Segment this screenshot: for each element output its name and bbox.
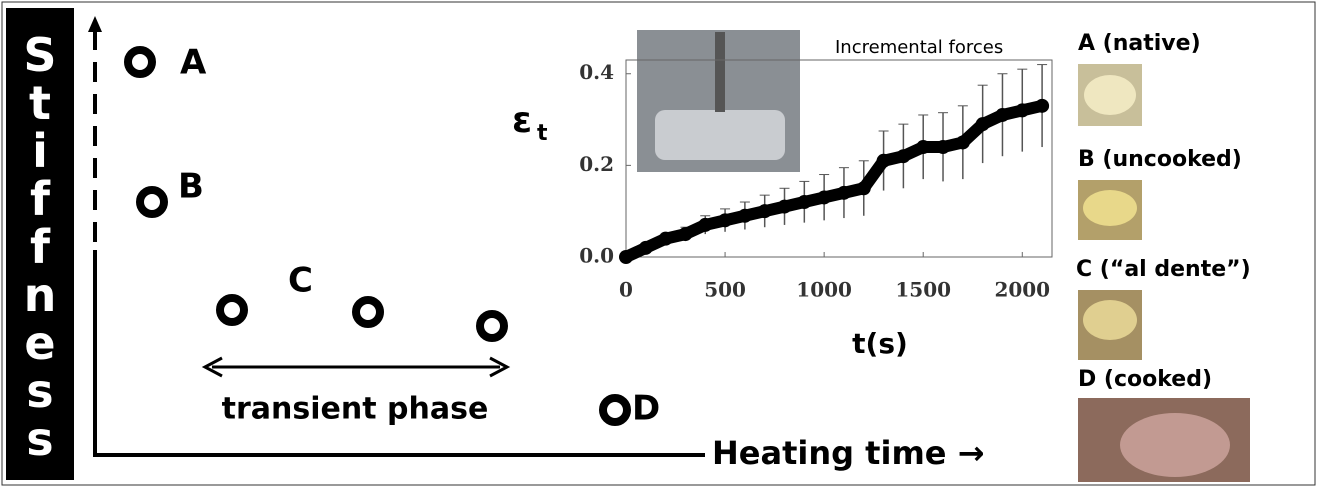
photo-label: C (“al dente”) <box>1076 257 1251 282</box>
data-point <box>678 227 692 241</box>
figure: Heating time → A B C D transient phase I… <box>0 0 1318 487</box>
data-point <box>976 117 990 131</box>
data-point <box>778 200 792 214</box>
data-point <box>698 218 712 232</box>
photo-part <box>1083 300 1137 340</box>
inset-photo-part <box>655 110 785 160</box>
point-label: A <box>180 43 207 83</box>
data-point <box>639 241 653 255</box>
y-tick-label: 0.0 <box>579 244 614 268</box>
y-axis-label: Stiffness <box>6 8 74 480</box>
y-axis-label: ε <box>512 100 532 141</box>
data-point <box>837 186 851 200</box>
y-axis-arrow <box>88 16 102 32</box>
data-point <box>738 209 752 223</box>
x-axis-label: t(s) <box>852 327 908 360</box>
inset-photo-part <box>715 32 725 112</box>
x-axis-label: Heating time → <box>712 434 984 472</box>
point-label: C <box>288 261 313 301</box>
photo-part <box>1084 75 1136 115</box>
data-point <box>758 204 772 218</box>
photo-part <box>1083 190 1137 226</box>
data-point <box>877 154 891 168</box>
point <box>603 398 627 422</box>
data-point <box>995 108 1009 122</box>
point <box>356 300 380 324</box>
x-tick-label: 1000 <box>796 278 852 302</box>
data-point <box>659 232 673 246</box>
point-label: B <box>178 167 204 207</box>
data-point <box>916 140 930 154</box>
phase-label: transient phase <box>222 392 489 427</box>
data-point <box>797 195 811 209</box>
data-point <box>817 190 831 204</box>
point <box>128 50 152 74</box>
x-tick-label: 500 <box>704 278 746 302</box>
inset-caption: Incremental forces <box>835 37 1003 58</box>
x-tick-label: 2000 <box>994 278 1050 302</box>
x-tick-label: 0 <box>619 278 633 302</box>
point <box>220 298 244 322</box>
y-axis-label-sub: t <box>537 121 548 146</box>
point <box>480 314 504 338</box>
photo-label: D (cooked) <box>1078 367 1212 392</box>
data-point <box>1035 99 1049 113</box>
data-point <box>896 149 910 163</box>
y-tick-label: 0.2 <box>579 152 614 176</box>
point-label: D <box>632 389 660 429</box>
photo-part <box>1120 413 1230 477</box>
point <box>140 190 164 214</box>
y-tick-label: 0.4 <box>579 60 614 84</box>
point-labels: A B C D <box>178 43 660 429</box>
photo-label: A (native) <box>1078 31 1201 56</box>
figure-canvas: Heating time → A B C D transient phase I… <box>0 0 1318 487</box>
data-point <box>1015 103 1029 117</box>
data-point <box>857 181 871 195</box>
x-tick-label: 1500 <box>895 278 951 302</box>
data-point <box>956 135 970 149</box>
data-point <box>619 250 633 264</box>
data-point <box>718 213 732 227</box>
photo-label: B (uncooked) <box>1078 147 1242 172</box>
data-point <box>936 140 950 154</box>
